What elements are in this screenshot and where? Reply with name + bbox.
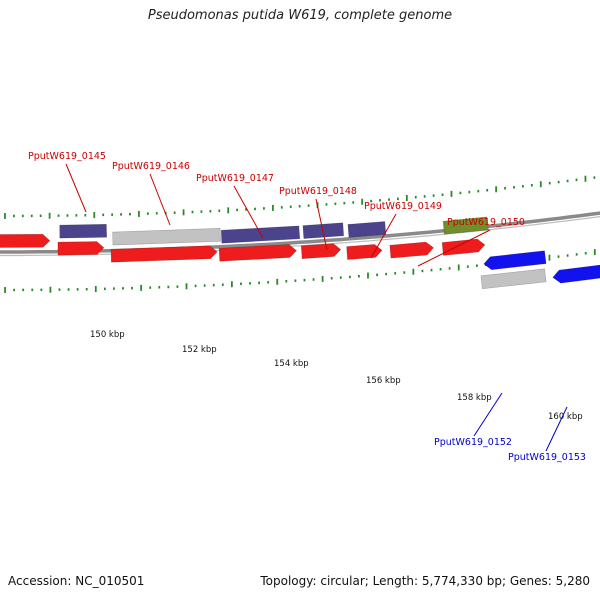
gene-feature (110, 245, 218, 263)
gene-label: PputW619_0149 (364, 201, 442, 212)
callout-leader-line (545, 406, 568, 452)
callout-leader-line (370, 213, 397, 259)
callout-leader-line (473, 392, 503, 437)
gene-feature (218, 244, 297, 262)
gene-label: PputW619_0147 (196, 173, 274, 184)
genome-summary: Topology: circular; Length: 5,774,330 bp… (260, 574, 590, 588)
gene-label: PputW619_0150 (447, 217, 525, 228)
map-title: Pseudomonas putida W619, complete genome (147, 8, 453, 23)
kbp-label: 152 kbp (182, 345, 217, 355)
gene-feature (112, 227, 222, 246)
callout-leader-line (65, 163, 87, 213)
gene-feature (0, 233, 51, 248)
gene-feature (552, 264, 600, 284)
gene-label: PputW619_0153 (508, 452, 586, 463)
gene-feature (220, 225, 301, 244)
gene-features (0, 216, 600, 290)
callout-leader-line (315, 198, 328, 251)
kbp-label: 156 kbp (366, 376, 401, 386)
kbp-labels: 150 kbp 152 kbp 154 kbp 156 kbp 158 kbp 160 k… (90, 330, 583, 422)
gene-label: PputW619_0148 (279, 186, 357, 197)
callout-leader-line (417, 229, 491, 267)
gene-feature (59, 223, 108, 239)
gene-feature (389, 241, 434, 259)
gene-feature (347, 221, 387, 238)
kbp-label: 150 kbp (90, 330, 125, 340)
gene-feature (442, 216, 489, 235)
gene-feature (300, 243, 342, 260)
gene-feature (483, 250, 547, 271)
callout-leader-line (233, 185, 264, 239)
gene-feature (346, 244, 383, 260)
callout-leader-line (149, 173, 171, 226)
gene-feature (57, 241, 105, 256)
accession-label: Accession: NC_010501 (8, 574, 145, 588)
gene-feature (441, 238, 486, 256)
gene-label: PputW619_0152 (434, 437, 512, 448)
kbp-label: 158 kbp (457, 393, 492, 403)
gene-label: PputW619_0145 (28, 151, 106, 162)
gene-label: PputW619_0146 (112, 161, 190, 172)
kbp-label: 160 kbp (548, 412, 583, 422)
kbp-label: 154 kbp (274, 359, 309, 369)
gene-feature (480, 268, 547, 290)
gene-callouts: PputW619_0145 PputW619_0146 PputW619_0147 P… (28, 151, 586, 463)
